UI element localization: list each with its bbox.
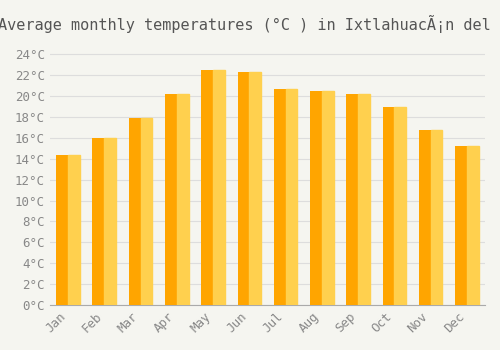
Title: Average monthly temperatures (°C ) in IxtlahuacÃ¡n del RÃ­o: Average monthly temperatures (°C ) in Ix… — [0, 15, 500, 33]
Bar — [455, 146, 478, 305]
Bar — [322, 91, 334, 305]
Bar — [382, 107, 406, 305]
Bar — [250, 72, 261, 305]
Bar — [92, 138, 116, 305]
Bar — [165, 94, 188, 305]
Bar — [467, 146, 478, 305]
Bar — [202, 70, 225, 305]
Bar — [128, 118, 152, 305]
Bar — [104, 138, 116, 305]
Bar — [238, 72, 261, 305]
Bar — [140, 118, 152, 305]
Bar — [430, 130, 442, 305]
Bar — [346, 94, 370, 305]
Bar — [56, 155, 80, 305]
Bar — [213, 70, 225, 305]
Bar — [394, 107, 406, 305]
Bar — [358, 94, 370, 305]
Bar — [419, 130, 442, 305]
Bar — [310, 91, 334, 305]
Bar — [286, 89, 298, 305]
Bar — [177, 94, 188, 305]
Bar — [68, 155, 80, 305]
Bar — [274, 89, 297, 305]
